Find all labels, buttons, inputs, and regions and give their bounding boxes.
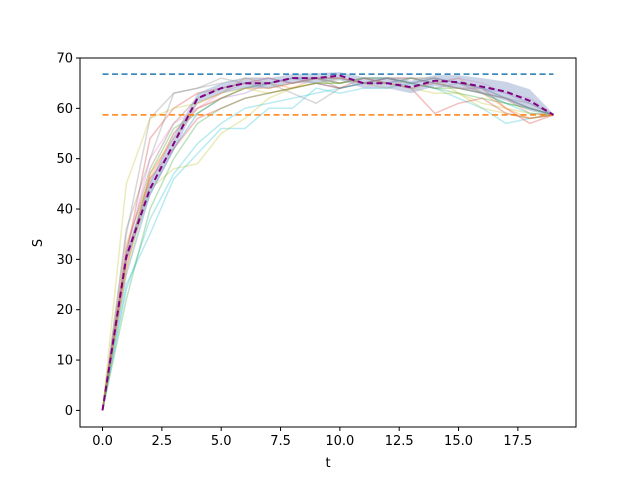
y-tick-label: 0 (65, 404, 73, 419)
y-tick-label: 60 (56, 102, 73, 117)
x-tick-label: 17.5 (503, 434, 532, 449)
y-tick-label: 40 (56, 203, 73, 218)
x-tick-label: 7.5 (270, 434, 291, 449)
sample-series-line-14 (101, 77, 554, 411)
y-tick-label: 20 (56, 303, 73, 318)
x-tick-label: 5.0 (211, 434, 232, 449)
mean-series-line (101, 74, 555, 411)
y-tick-label: 10 (56, 354, 73, 369)
plot-area (101, 72, 555, 411)
y-tick-label: 50 (56, 152, 73, 167)
sample-series-line-2 (101, 77, 554, 411)
sample-series-line-3 (101, 77, 554, 411)
x-tick-label: 0.0 (92, 434, 113, 449)
y-tick-label: 30 (56, 253, 73, 268)
sample-series-line-16 (101, 77, 554, 411)
sample-series-line-11 (101, 77, 554, 411)
sample-series-line-10 (101, 82, 554, 411)
y-axis: 0 10 20 30 40 50 60 70 (56, 52, 80, 419)
x-tick-label: 15.0 (444, 434, 473, 449)
sample-series-line-5 (101, 77, 554, 411)
x-axis: 0.0 2.5 5.0 7.5 10.0 12.5 15.0 17.5 (92, 427, 532, 449)
sample-series-line-12 (101, 77, 554, 411)
sample-series-line-13 (101, 77, 554, 411)
axes-frame (79, 57, 577, 428)
x-tick-label: 10.0 (325, 434, 354, 449)
sample-series-line-8 (101, 77, 554, 411)
x-tick-label: 12.5 (385, 434, 414, 449)
sample-series-line-1 (101, 77, 554, 411)
sample-series-line-15 (101, 77, 554, 411)
y-tick-label: 70 (56, 52, 73, 67)
x-tick-label: 2.5 (152, 434, 173, 449)
sample-series-line-4 (101, 77, 554, 411)
sample-series-line-7 (101, 77, 554, 411)
y-axis-label: S (31, 239, 46, 247)
sample-series-line-6 (101, 77, 554, 411)
sample-series-line-9 (101, 77, 554, 411)
confidence-band (102, 72, 554, 411)
x-axis-label: t (325, 456, 330, 471)
